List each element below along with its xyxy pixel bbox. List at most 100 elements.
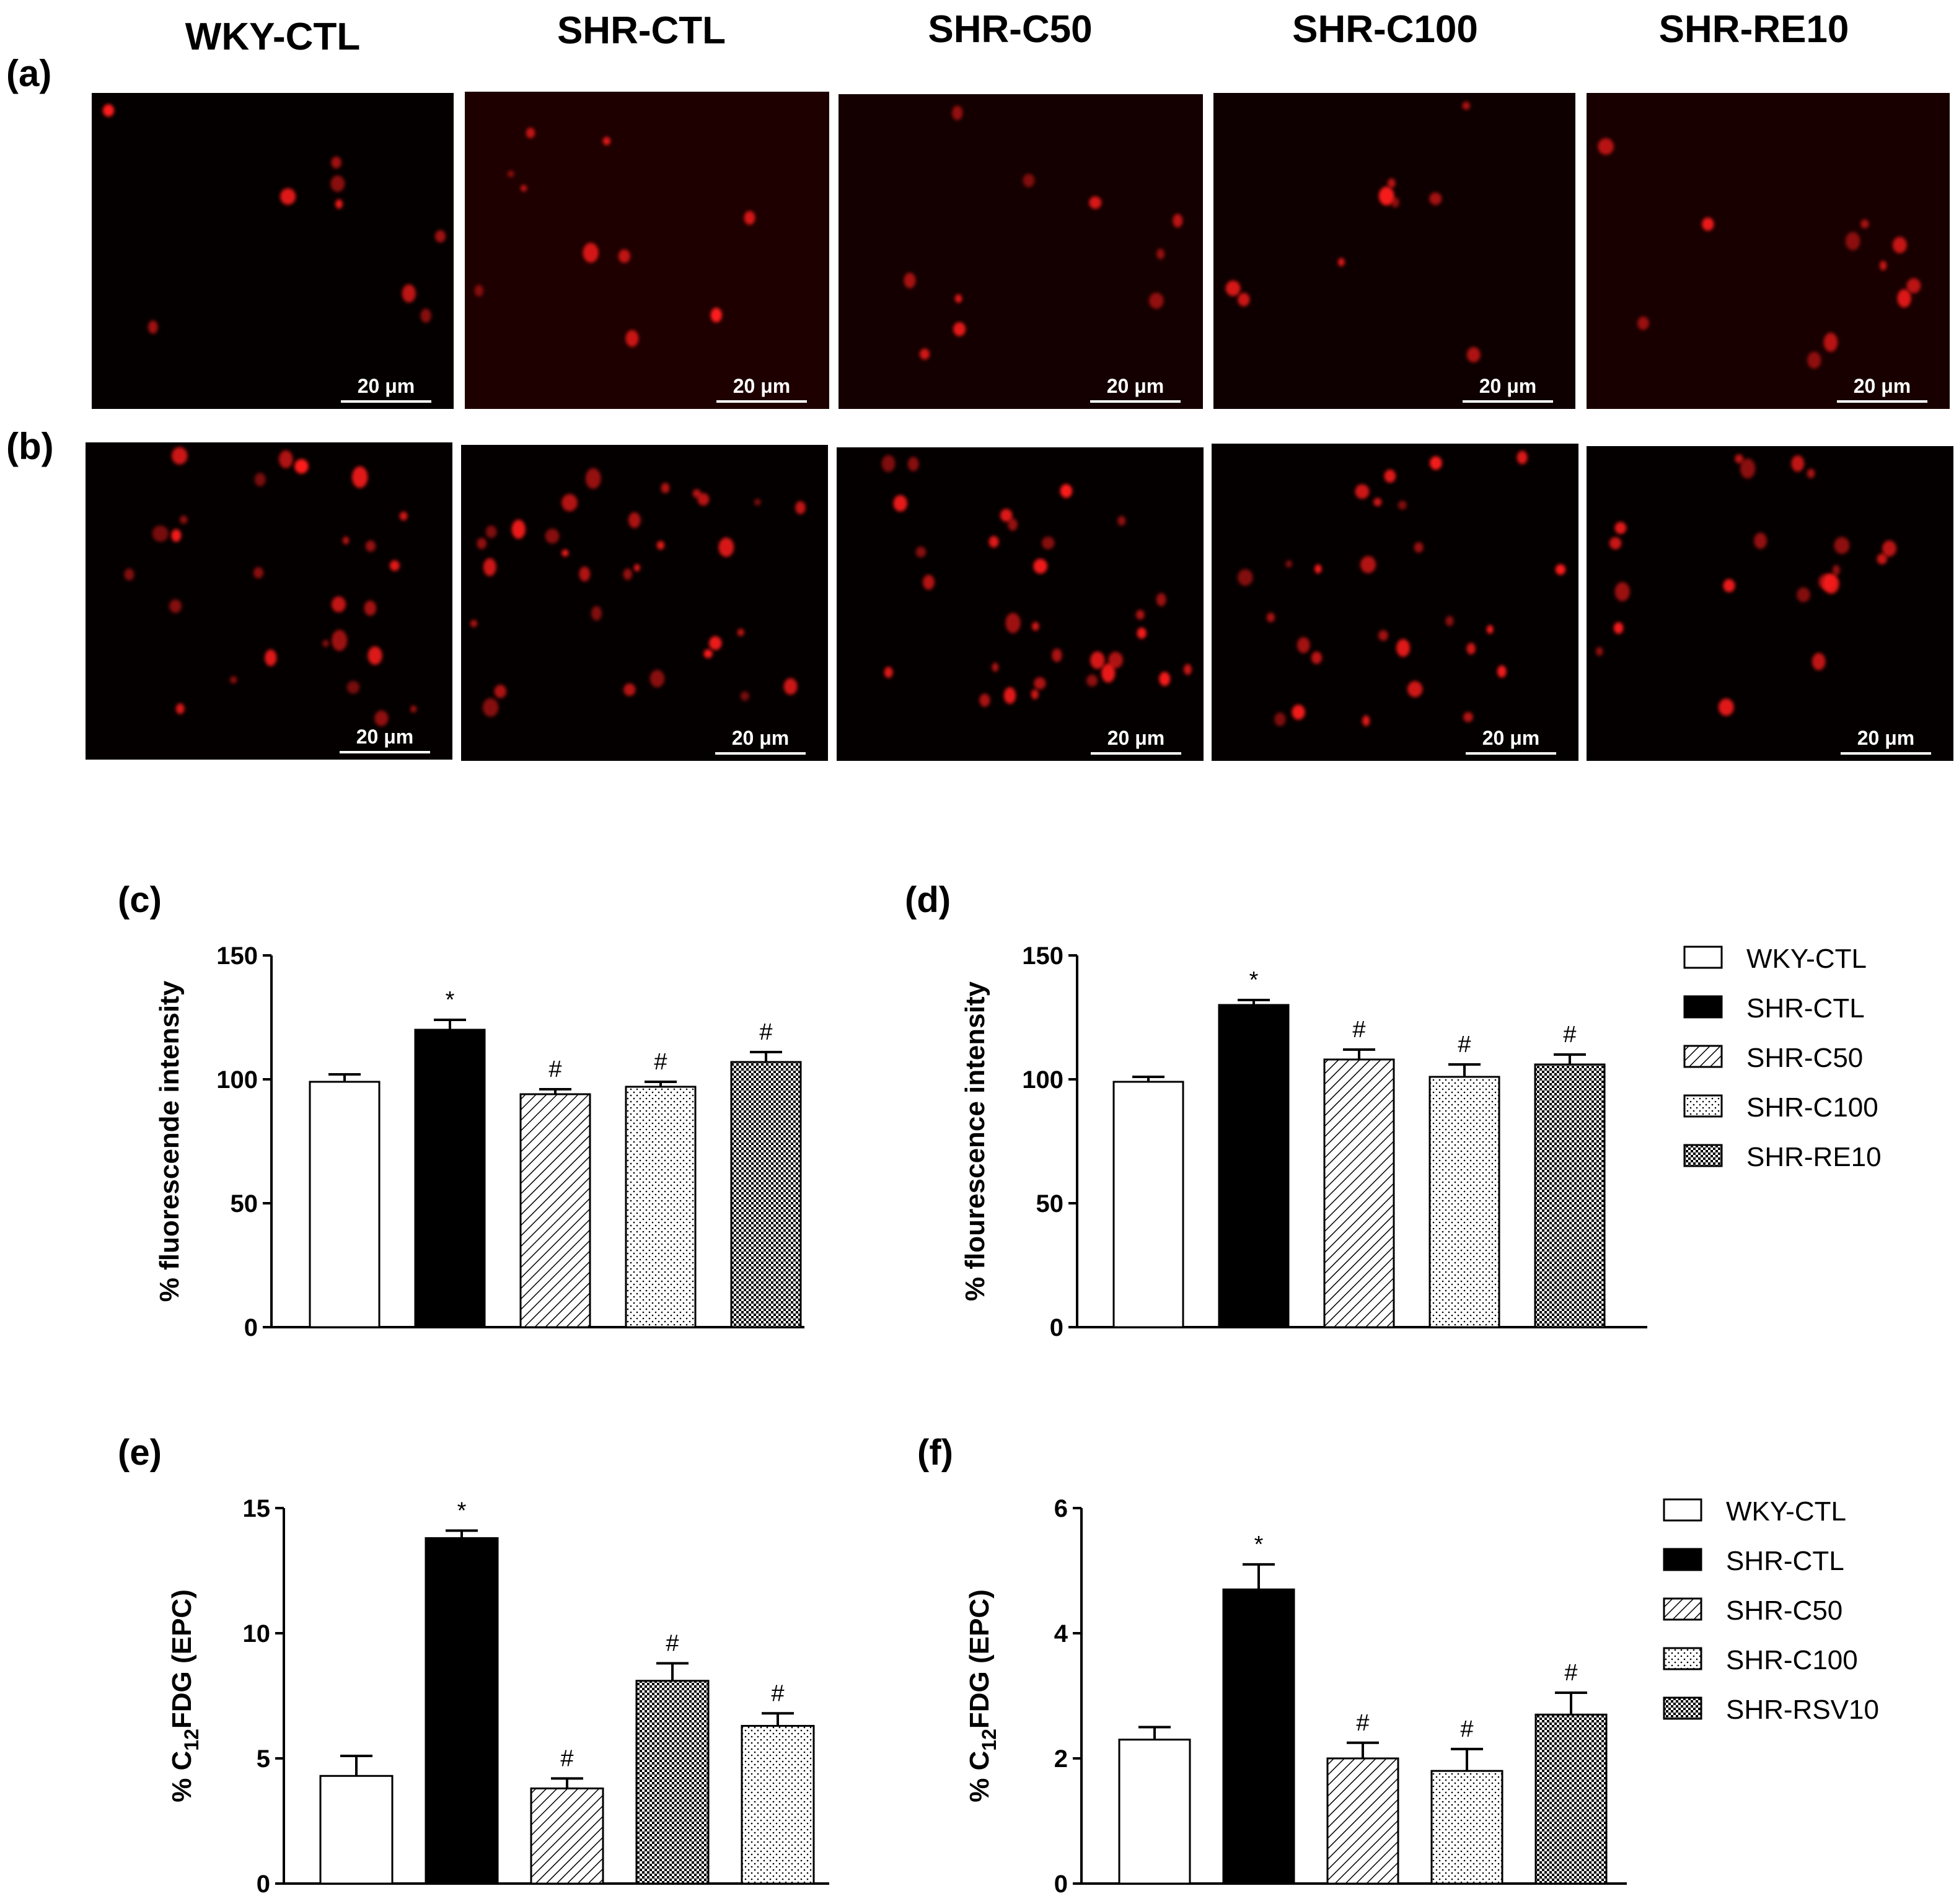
scale-bar: 20 μm [715, 727, 806, 755]
cell-spot [420, 309, 431, 323]
cell-spot [1373, 498, 1382, 507]
cell-spot [881, 455, 896, 472]
cell-spot [389, 560, 400, 571]
cell-spot [1598, 138, 1614, 155]
micrograph-b-shr-ctl: 20 μm [461, 445, 828, 761]
y-tick-label: 10 [243, 1620, 271, 1647]
cell-field [474, 128, 755, 347]
bar-shr-ctl [1218, 1004, 1290, 1328]
y-tick-label: 4 [1054, 1620, 1068, 1647]
cell-spot [365, 540, 376, 552]
scale-bar-label: 20 μm [1853, 375, 1911, 397]
cell-spot [335, 199, 343, 209]
cell-spot [1148, 292, 1164, 309]
legend-label: SHR-CTL [1746, 993, 1865, 1024]
cell-spot [1718, 698, 1734, 716]
legend-label: SHR-C50 [1746, 1043, 1863, 1073]
cell-spot [1414, 542, 1424, 553]
row-label-b: (b) [6, 426, 54, 467]
cell-spot [1033, 558, 1048, 574]
legend-label: WKY-CTL [1746, 944, 1867, 974]
scale-bar: 20 μm [341, 375, 431, 403]
cell-spot [953, 322, 966, 336]
cell-spot [1387, 178, 1396, 188]
cell-spot [1238, 292, 1250, 307]
scale-bar: 20 μm [1837, 375, 1927, 403]
significance-mark: * [1254, 1532, 1264, 1558]
micrograph-a-shr-c50: 20 μm [839, 94, 1203, 409]
cell-spot [1355, 484, 1370, 499]
bar-shr-rsv10 [635, 1680, 710, 1885]
cell-spot [1609, 537, 1622, 550]
bar-shr-c50 [530, 1787, 604, 1885]
significance-mark: # [560, 1745, 573, 1771]
cell-spot [1445, 615, 1454, 626]
scale-bar: 20 μm [1091, 727, 1181, 755]
cell-spot [1360, 556, 1376, 574]
cell-spot [368, 646, 382, 665]
cell-spot [1023, 173, 1035, 188]
cell-spot [331, 156, 341, 169]
cell-spot [280, 188, 296, 205]
cell-spot [1466, 643, 1476, 655]
cell-spot [1086, 674, 1098, 687]
cell-spot [507, 170, 514, 178]
cell-spot [710, 307, 723, 323]
cell-spot [1740, 458, 1756, 479]
panel-label: (e) [118, 1432, 162, 1473]
cell-spot [1466, 347, 1481, 362]
row-label-a: (a) [6, 53, 52, 94]
cell-spot [795, 501, 806, 514]
legend-swatch [1683, 995, 1723, 1019]
y-tick-label: 150 [216, 942, 258, 970]
cell-spot [1882, 540, 1896, 557]
panel-label: (d) [905, 880, 951, 920]
cell-spot [922, 574, 935, 590]
significance-mark: # [1352, 1017, 1365, 1043]
cell-field [1596, 454, 1896, 716]
legend-swatch [1663, 1548, 1702, 1571]
cell-spot [1089, 196, 1102, 209]
cell-spot [545, 529, 560, 544]
y-tick-label: 0 [1050, 1314, 1063, 1341]
cell-spot [330, 175, 345, 192]
bar-shr-c100 [1429, 1076, 1500, 1328]
cell-spot [1845, 232, 1860, 251]
cell-spot [1090, 651, 1105, 669]
cell-spot [485, 525, 497, 538]
cell-spot [180, 515, 188, 524]
significance-mark: # [771, 1680, 784, 1706]
cell-spot [754, 499, 761, 506]
panel-label: (c) [118, 880, 162, 920]
cell-spot [583, 242, 599, 263]
scale-bar: 20 μm [1463, 375, 1553, 403]
significance-mark: # [666, 1630, 679, 1656]
cell-spot [1003, 687, 1016, 704]
cell-spot [1060, 484, 1073, 498]
micrograph-a-wky-ctl: 20 μm [92, 93, 454, 409]
significance-mark: * [1249, 967, 1259, 993]
scale-bar-label: 20 μm [356, 726, 414, 748]
cell-spot [331, 596, 346, 613]
micrograph-a-shr-c100: 20 μm [1213, 93, 1575, 409]
cell-spot [1384, 469, 1396, 483]
cell-spot [1225, 280, 1241, 296]
y-tick-label: 100 [216, 1066, 258, 1094]
cell-spot [364, 600, 377, 616]
cell-spot [625, 330, 639, 347]
y-tick-label: 5 [257, 1745, 270, 1773]
cell-spot [623, 683, 636, 696]
micrograph-b-shr-c50: 20 μm [837, 447, 1204, 761]
bar-shr-c100 [741, 1724, 815, 1885]
legend-swatch [1663, 1498, 1702, 1522]
cell-spot [1362, 715, 1370, 726]
bar-shr-rsv10 [1534, 1713, 1608, 1885]
cell-spot [591, 605, 602, 621]
cell-spot [152, 525, 169, 542]
scale-bar-label: 20 μm [1482, 727, 1540, 749]
cell-spot [148, 320, 158, 334]
cell-spot [1184, 664, 1192, 675]
cell-spot [1042, 536, 1055, 550]
cell-spot [740, 691, 749, 701]
cell-spot [1832, 564, 1840, 576]
